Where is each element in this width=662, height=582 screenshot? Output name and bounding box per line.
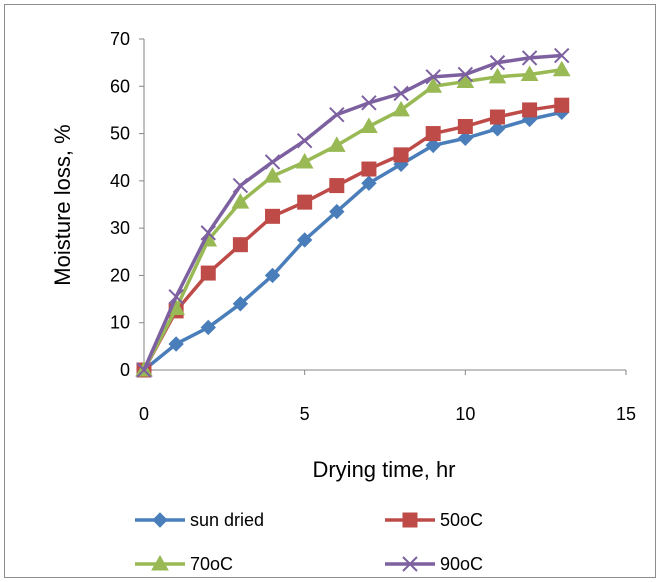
legend-label: 50oC: [440, 510, 483, 530]
x-tick-label: 10: [455, 404, 475, 424]
chart-frame: [4, 4, 656, 578]
data-point: [296, 232, 313, 248]
data-point: [296, 132, 313, 149]
data-point-stroke: [264, 154, 281, 170]
data-point: [329, 106, 345, 123]
data-point: [457, 130, 474, 147]
data-point: [456, 72, 475, 89]
legend-label: 70oC: [190, 554, 233, 574]
legend-label: sun dried: [190, 510, 264, 530]
data-point: [361, 161, 377, 177]
legend-entry: 90oC: [385, 554, 483, 574]
data-point: [522, 102, 538, 118]
y-axis-title: Moisture loss, %: [50, 124, 75, 285]
legend-entry: 70oC: [135, 554, 233, 574]
data-point: [265, 208, 281, 224]
x-axis-title: Drying time, hr: [312, 457, 455, 482]
data-point-stroke: [457, 66, 474, 83]
data-point: [168, 336, 184, 352]
data-point: [361, 95, 377, 111]
y-tick-label: 0: [120, 360, 130, 380]
legend-label: 90oC: [440, 554, 483, 574]
legend-entry: 50oC: [385, 510, 483, 530]
y-tick-label: 20: [110, 265, 130, 285]
data-point: [136, 362, 152, 378]
series-line: [142, 53, 562, 371]
data-point-stroke: [168, 289, 184, 305]
x-tick-label: 0: [139, 404, 149, 424]
data-point: [393, 85, 409, 102]
x-tick-label: 15: [616, 404, 636, 424]
y-tick-label: 40: [110, 171, 130, 191]
data-point: [424, 77, 443, 93]
data-point: [232, 237, 248, 253]
y-tick-label: 30: [110, 218, 130, 238]
data-point: [200, 319, 216, 336]
data-point: [457, 118, 473, 134]
data-point: [489, 54, 506, 71]
data-point: [361, 175, 377, 191]
data-point: [264, 267, 281, 284]
x-tick-label: 5: [300, 404, 310, 424]
data-point: [402, 512, 418, 528]
y-tick-label: 60: [110, 76, 130, 96]
data-point-stroke: [200, 225, 216, 241]
data-point: [392, 100, 410, 117]
data-point: [232, 296, 249, 312]
data-point: [425, 137, 441, 154]
data-point: [231, 193, 250, 209]
data-point: [489, 109, 505, 125]
y-tick-label: 10: [110, 313, 130, 333]
data-point-stroke: [296, 132, 313, 149]
data-point: [488, 67, 507, 84]
data-point-stroke: [402, 556, 418, 572]
data-point: [425, 69, 441, 85]
data-point: [457, 66, 474, 83]
data-point-stroke: [521, 50, 538, 66]
data-point: [168, 289, 184, 305]
data-point: [263, 167, 282, 183]
data-point-stroke: [393, 85, 409, 102]
data-point: [393, 147, 409, 163]
legend: sun dried 50oC 70oC 90oC: [135, 510, 483, 574]
data-point: [200, 225, 216, 241]
data-point: [152, 512, 168, 528]
tick-labels: 0 10 20 30 40 50 60 70 0 5 10 15: [110, 29, 636, 424]
data-point: [552, 60, 571, 77]
y-tick-label: 50: [110, 124, 130, 144]
data-point: [232, 177, 249, 194]
data-point-stroke: [554, 47, 570, 64]
series-sun-dried: [136, 104, 570, 378]
series-layer: [135, 47, 571, 378]
legend-entry: sun dried: [135, 510, 264, 530]
data-point: [521, 50, 538, 66]
data-point: [489, 121, 506, 137]
data-point-stroke: [425, 69, 441, 85]
data-point: [200, 265, 216, 281]
series-90oc: [136, 47, 570, 378]
data-point: [554, 47, 570, 64]
axes: [139, 38, 627, 375]
data-point: [327, 136, 346, 152]
data-point: [554, 97, 570, 113]
data-point-stroke: [489, 54, 506, 71]
y-tick-label: 70: [110, 29, 130, 49]
data-point: [297, 194, 313, 210]
data-point: [425, 126, 441, 142]
data-point: [520, 65, 539, 81]
data-point: [329, 178, 345, 194]
data-point-stroke: [329, 106, 345, 123]
data-point: [264, 154, 281, 170]
data-point-stroke: [232, 177, 249, 194]
data-point-stroke: [361, 95, 377, 111]
data-point: [360, 117, 378, 133]
data-point: [329, 203, 345, 220]
series-50oc: [136, 97, 570, 378]
data-point: [151, 554, 169, 571]
data-point-stroke: [136, 362, 152, 378]
data-point: [295, 152, 314, 169]
data-point: [402, 556, 418, 572]
